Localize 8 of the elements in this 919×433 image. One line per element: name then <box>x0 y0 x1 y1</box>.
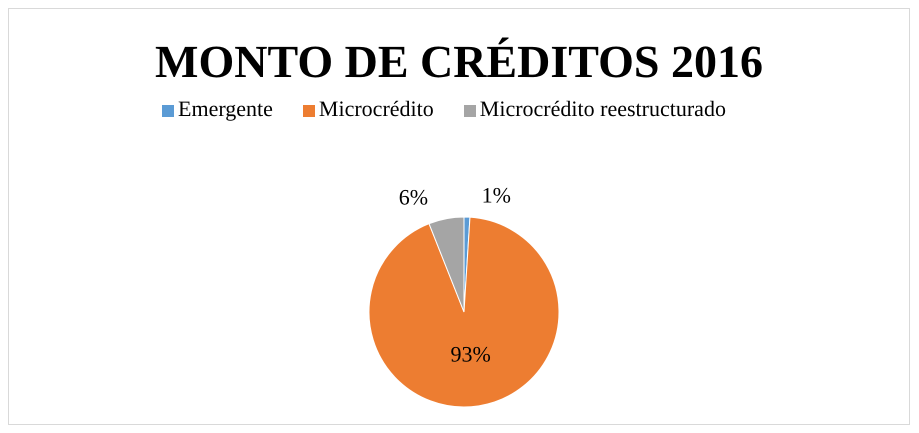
chart-title: MONTO DE CRÉDITOS 2016 <box>154 35 764 89</box>
legend-label: Microcrédito reestructurado <box>480 96 726 121</box>
data-label: 1% <box>482 182 512 208</box>
data-label: 6% <box>398 184 428 210</box>
pie-slice <box>368 216 560 408</box>
legend-label: Microcrédito <box>318 96 434 121</box>
data-label: 93% <box>450 342 491 367</box>
legend-label: Emergente <box>178 96 273 121</box>
